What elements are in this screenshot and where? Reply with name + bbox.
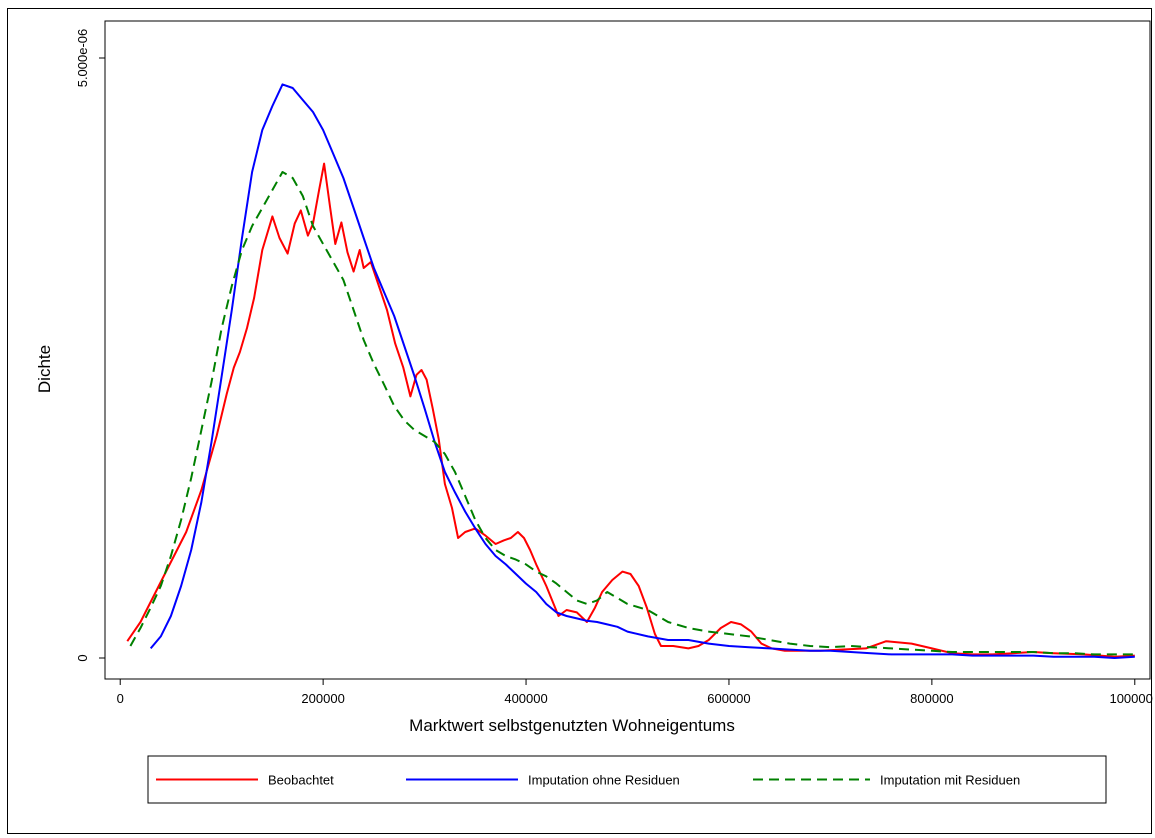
x-tick-label: 0: [117, 691, 124, 706]
x-tick-label: 800000: [910, 691, 953, 706]
y-tick-label: 0: [75, 654, 90, 661]
series-line-1: [126, 162, 1135, 658]
series-line-2: [149, 83, 1135, 659]
x-tick-label: 200000: [301, 691, 344, 706]
x-tick-label: 400000: [504, 691, 547, 706]
legend-label-2: Imputation ohne Residuen: [528, 773, 680, 788]
legend-box: [147, 755, 1107, 804]
legend-label-3: Imputation mit Residuen: [880, 773, 1020, 788]
x-tick-label: 600000: [707, 691, 750, 706]
legend-label-1: Beobachtet: [268, 773, 334, 788]
x-axis-title: Marktwert selbstgenutzten Wohneigentums: [409, 716, 735, 735]
series-line-3: [129, 171, 1135, 656]
legend: Beobachtet Imputation ohne Residuen Imputa…: [147, 755, 1107, 804]
y-tick-label: 5.000e-06: [75, 29, 90, 88]
plot-area: [104, 20, 1151, 680]
y-axis-title: Dichte: [35, 345, 54, 393]
